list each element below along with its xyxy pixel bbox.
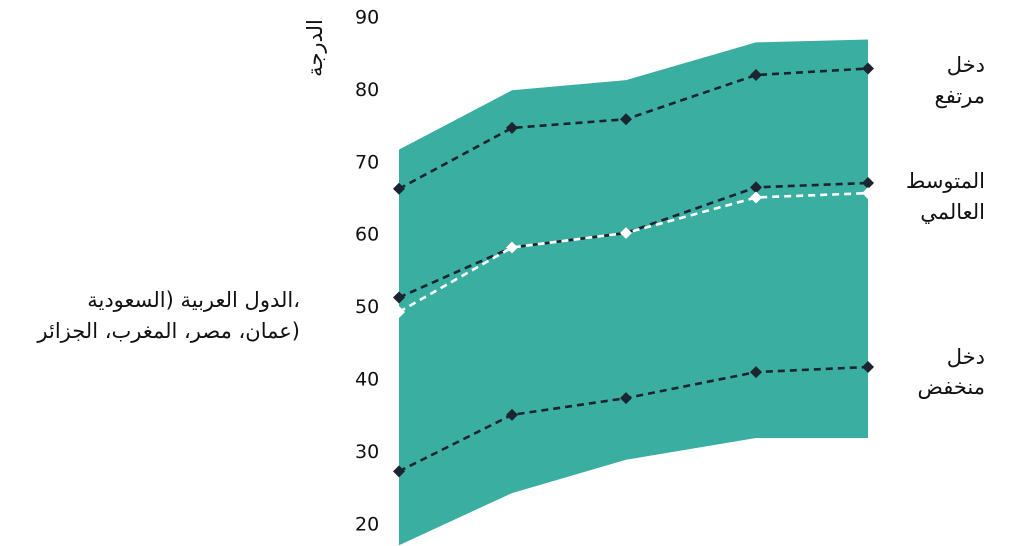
series-label-world-line1: المتوسط bbox=[906, 169, 985, 193]
y-tick-label: 30 bbox=[355, 441, 379, 463]
y-tick-label: 80 bbox=[355, 79, 379, 101]
y-tick-label: 50 bbox=[355, 296, 379, 318]
data-point-high-income bbox=[506, 121, 518, 134]
series-label-high-line1: دخل bbox=[947, 53, 985, 77]
data-point-low-income bbox=[862, 361, 874, 374]
series-label-world-line2: العالمي bbox=[920, 200, 985, 224]
data-point-low-income bbox=[620, 392, 632, 405]
series-label-high-line2: مرتفع bbox=[935, 84, 985, 108]
y-tick-label: 90 bbox=[355, 6, 379, 28]
y-tick-label: 40 bbox=[355, 369, 379, 391]
data-point-low-income bbox=[393, 465, 405, 478]
data-point-world-average bbox=[393, 291, 405, 304]
income-range-band bbox=[399, 39, 868, 546]
y-tick-label: 70 bbox=[355, 151, 379, 173]
data-point-arab-countries bbox=[620, 226, 632, 239]
data-point-arab-countries bbox=[393, 305, 405, 318]
data-point-high-income bbox=[862, 62, 874, 75]
y-axis-title: الدرجة bbox=[303, 19, 327, 77]
data-point-high-income bbox=[620, 113, 632, 126]
series-label-arab-line2: عمان، مصر، المغرب، الجزائر) bbox=[36, 319, 300, 343]
series-label-low-line2: منخفض bbox=[918, 375, 986, 399]
data-point-high-income bbox=[750, 69, 762, 82]
y-tick-label: 60 bbox=[355, 224, 379, 246]
series-line-world-average bbox=[398, 181, 869, 299]
data-point-high-income bbox=[393, 182, 405, 195]
data-point-arab-countries bbox=[862, 187, 874, 200]
data-point-low-income bbox=[750, 366, 762, 379]
data-point-arab-countries bbox=[750, 191, 762, 204]
data-point-low-income bbox=[506, 408, 518, 421]
series-label-low-line1: دخل bbox=[947, 345, 985, 369]
data-point-world-average bbox=[750, 181, 762, 194]
data-point-arab-countries bbox=[506, 241, 518, 254]
data-point-world-average bbox=[862, 176, 874, 189]
y-tick-label: 20 bbox=[355, 514, 379, 536]
series-label-arab-line1: الدول العربية (السعودية، bbox=[87, 288, 300, 312]
